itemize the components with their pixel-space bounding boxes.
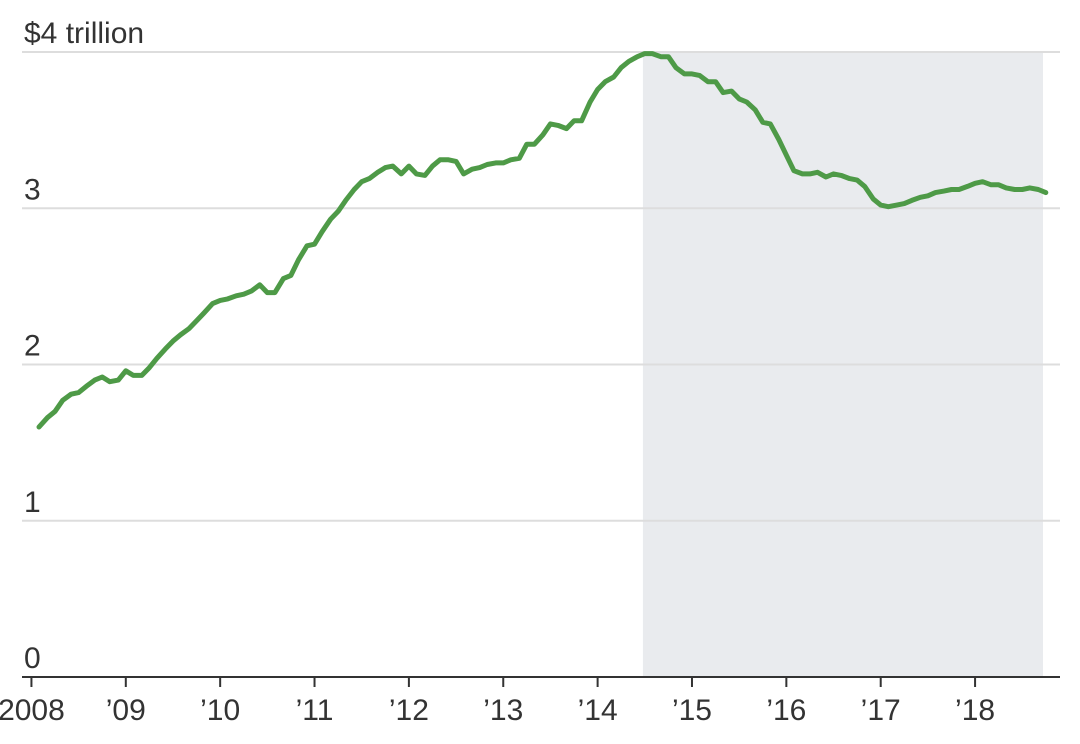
x-tick-label-2011: ’11 [296,694,334,727]
x-tick-label-2013: ’13 [483,694,523,727]
x-tick-label-2017: ’17 [861,694,901,727]
x-tick-label-2014: ’14 [578,694,618,727]
x-tick-label-2018: ’18 [955,694,995,727]
x-tick-labels-layer: 2008 ’09 ’10 ’11 ’12 ’13 ’14 ’15 ’16 ’17 ’18 [0,694,995,727]
x-tick-label-2010: ’10 [200,694,240,727]
y-tick-label-3: 3 [24,173,41,206]
x-tick-label-2015: ’15 [672,694,712,727]
axis-layer [22,676,1060,687]
x-tick-label-2012: ’12 [389,694,429,727]
y-tick-label-4: $4 trillion [24,17,144,50]
x-tick-label-2009: ’09 [106,694,146,727]
y-tick-label-0: 0 [24,642,41,675]
y-tick-label-1: 1 [24,486,41,519]
series-line-0 [36,51,1049,430]
series-line-layer [36,51,1049,430]
x-tick-label-2016: ’16 [766,694,806,727]
x-tick-label-2008: 2008 [0,694,65,727]
y-tick-label-2: 2 [24,330,41,363]
y-tick-labels-layer: 0 1 2 3 $4 trillion [24,17,144,675]
